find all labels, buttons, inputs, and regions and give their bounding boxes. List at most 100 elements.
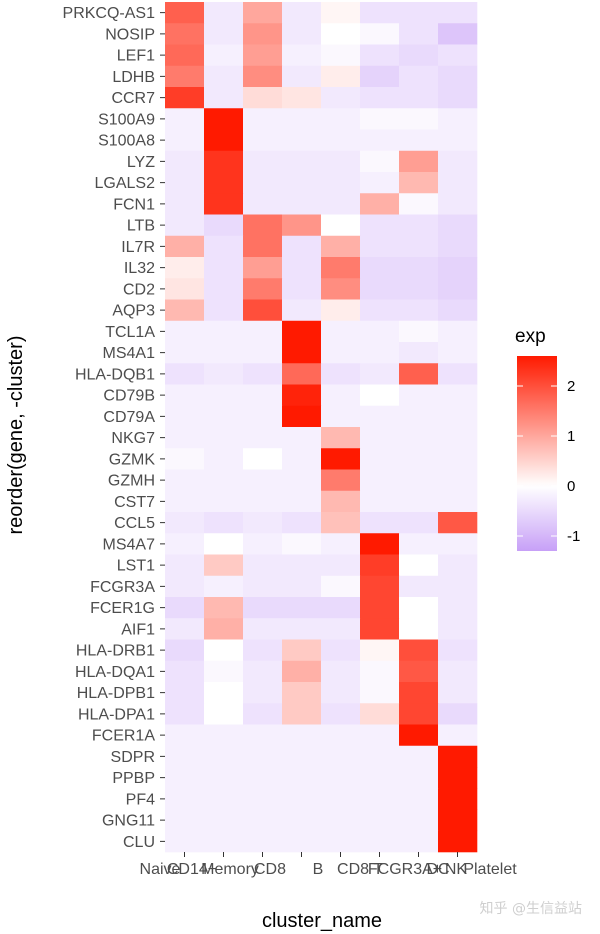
legend-color-bar <box>517 356 557 551</box>
heatmap-cell <box>282 618 322 640</box>
heatmap-cell <box>399 767 439 789</box>
heatmap-cell <box>204 639 244 662</box>
heatmap-cell <box>438 660 478 683</box>
y-tick-label: AQP3 <box>112 303 155 320</box>
heatmap-cell <box>360 639 400 662</box>
heatmap-cell <box>243 65 283 88</box>
heatmap-cell <box>204 575 244 598</box>
heatmap-cell <box>204 172 244 194</box>
heatmap-cell <box>282 65 322 88</box>
heatmap-cell <box>165 639 205 662</box>
y-tick-label: CD2 <box>123 281 155 298</box>
heatmap-cell <box>360 703 400 725</box>
heatmap-cell <box>282 278 322 300</box>
heatmap-cell <box>165 44 205 67</box>
legend-tick-label: 0 <box>567 478 575 495</box>
heatmap-cell <box>438 193 478 215</box>
heatmap-cell <box>438 427 478 449</box>
heatmap-cell <box>399 172 439 194</box>
heatmap-cell <box>321 533 361 555</box>
heatmap-cell <box>438 533 478 555</box>
heatmap-cell <box>321 767 361 789</box>
heatmap-cell <box>321 87 361 109</box>
heatmap-cell <box>438 575 478 598</box>
heatmap-cell <box>321 214 361 237</box>
y-tick-label: CST7 <box>114 494 155 511</box>
heatmap-cell <box>243 87 283 109</box>
heatmap-cell <box>360 363 400 385</box>
heatmap-cell <box>282 150 322 173</box>
heatmap-cell <box>399 150 439 173</box>
heatmap-cell <box>243 108 283 130</box>
heatmap-cell <box>438 235 478 258</box>
x-tick-label: DC <box>426 861 449 878</box>
heatmap-cell <box>282 660 322 683</box>
y-axis-ticks: PRKCQ-AS1 NOSIP LEF1 LDHB CCR7 S100A9 S100A8 LY… <box>63 5 165 851</box>
heatmap-cell <box>243 363 283 385</box>
heatmap-cell <box>360 299 400 322</box>
heatmap-cell <box>321 724 361 747</box>
heatmap-cell <box>321 2 361 24</box>
heatmap-cell <box>165 660 205 683</box>
heatmap-cell <box>204 342 244 364</box>
heatmap-cell <box>204 682 244 704</box>
heatmap-cell <box>204 150 244 173</box>
heatmap-cell <box>165 257 205 279</box>
heatmap-cell <box>204 108 244 130</box>
heatmap-cell <box>321 745 361 768</box>
heatmap-cell <box>399 788 439 810</box>
heatmap-cell <box>243 554 283 577</box>
heatmap-cell <box>282 108 322 130</box>
heatmap-cell <box>360 65 400 88</box>
heatmap-cell <box>399 23 439 45</box>
heatmap-cell <box>360 618 400 640</box>
heatmap-cell <box>360 44 400 67</box>
heatmap-cell <box>360 554 400 577</box>
heatmap-cell <box>282 554 322 577</box>
heatmap-cell <box>204 703 244 725</box>
heatmap-cell <box>243 320 283 343</box>
heatmap-cell <box>399 363 439 385</box>
heatmap-cell <box>360 575 400 598</box>
heatmap-cell <box>204 597 244 619</box>
heatmap-cell <box>321 618 361 640</box>
heatmap-cell <box>243 809 283 832</box>
heatmap-cell <box>438 87 478 109</box>
legend-title: exp <box>515 326 546 347</box>
heatmap-cell <box>360 129 400 152</box>
heatmap-cell <box>165 320 205 343</box>
heatmap-cell <box>282 129 322 152</box>
heatmap-cell <box>360 724 400 747</box>
heatmap-cell <box>399 44 439 67</box>
heatmap-cell <box>165 703 205 725</box>
heatmap-cell <box>243 172 283 194</box>
heatmap-cell <box>282 172 322 194</box>
heatmap-cell <box>321 554 361 577</box>
heatmap-cell <box>399 533 439 555</box>
heatmap-cell <box>165 597 205 619</box>
heatmap-cell <box>282 214 322 237</box>
heatmap-cell <box>243 214 283 237</box>
heatmap-cell <box>321 320 361 343</box>
heatmap-cell <box>282 703 322 725</box>
heatmap-cell <box>165 788 205 810</box>
heatmap-cell <box>243 2 283 24</box>
heatmap-cell <box>438 108 478 130</box>
heatmap-cell <box>360 150 400 173</box>
heatmap-cell <box>321 660 361 683</box>
y-tick-label: AIF1 <box>121 621 155 638</box>
heatmap-cell <box>165 469 205 492</box>
heatmap-cell <box>399 427 439 449</box>
heatmap-cell <box>360 788 400 810</box>
heatmap-cell <box>321 363 361 385</box>
heatmap-cell <box>282 23 322 45</box>
heatmap-cell <box>321 639 361 662</box>
heatmap-cell <box>204 618 244 640</box>
y-tick-label: IL7R <box>121 239 155 256</box>
y-tick-label: NKG7 <box>111 430 155 447</box>
y-tick-label: HLA-DPB1 <box>77 685 155 702</box>
heatmap-cell <box>165 575 205 598</box>
heatmap-cell <box>360 23 400 45</box>
heatmap-cell <box>204 193 244 215</box>
